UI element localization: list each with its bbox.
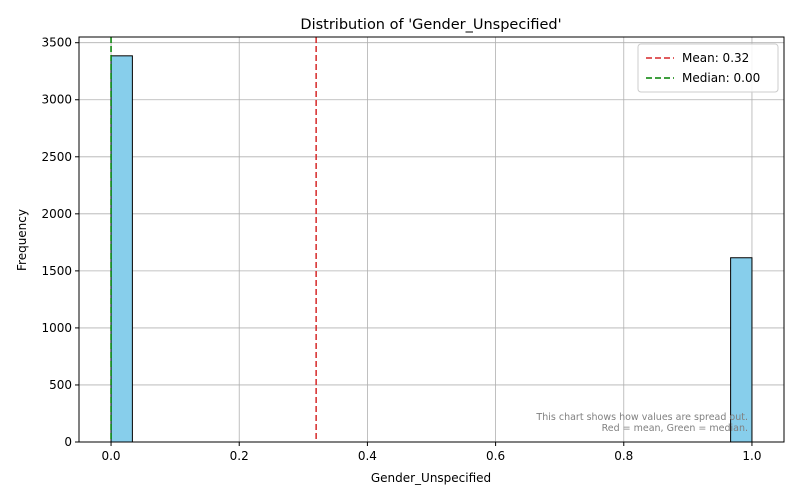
legend-entry-1: Median: 0.00 — [682, 71, 760, 85]
x-tick-label: 0.6 — [486, 449, 505, 463]
histogram-bars — [110, 55, 753, 443]
y-tick-label: 500 — [49, 378, 72, 392]
x-tick-label: 1.0 — [742, 449, 761, 463]
x-axis-label: Gender_Unspecified — [371, 471, 491, 485]
y-tick-label: 1000 — [41, 321, 72, 335]
y-tick-label: 1500 — [41, 264, 72, 278]
histogram-bar-0 — [110, 55, 133, 443]
y-tick-label: 0 — [64, 435, 72, 449]
legend-entry-0: Mean: 0.32 — [682, 51, 749, 65]
axis-ticks: 0.0 0.2 0.4 0.6 0.8 1.0 0 500 1000 1500 2000 2500 30… — [41, 36, 761, 463]
x-tick-label: 0.0 — [101, 449, 120, 463]
y-axis-label: Frequency — [15, 209, 29, 271]
legend-box — [637, 43, 779, 93]
y-tick-label: 2000 — [41, 207, 72, 221]
chart-title: Distribution of 'Gender_Unspecified' — [300, 17, 561, 33]
reference-lines — [110, 37, 317, 442]
x-tick-label: 0.8 — [614, 449, 633, 463]
annotation-line-1: This chart shows how values are spread o… — [535, 412, 748, 423]
y-tick-label: 3000 — [41, 93, 72, 107]
y-tick-label: 3500 — [41, 36, 72, 50]
grid-lines — [79, 37, 784, 443]
legend: Mean: 0.32 Median: 0.00 — [637, 43, 779, 93]
x-tick-label: 0.4 — [358, 449, 377, 463]
plot-frame — [78, 36, 785, 443]
annotation-line-2: Red = mean, Green = median. — [602, 423, 748, 434]
y-tick-label: 2500 — [41, 150, 72, 164]
x-tick-label: 0.2 — [230, 449, 249, 463]
